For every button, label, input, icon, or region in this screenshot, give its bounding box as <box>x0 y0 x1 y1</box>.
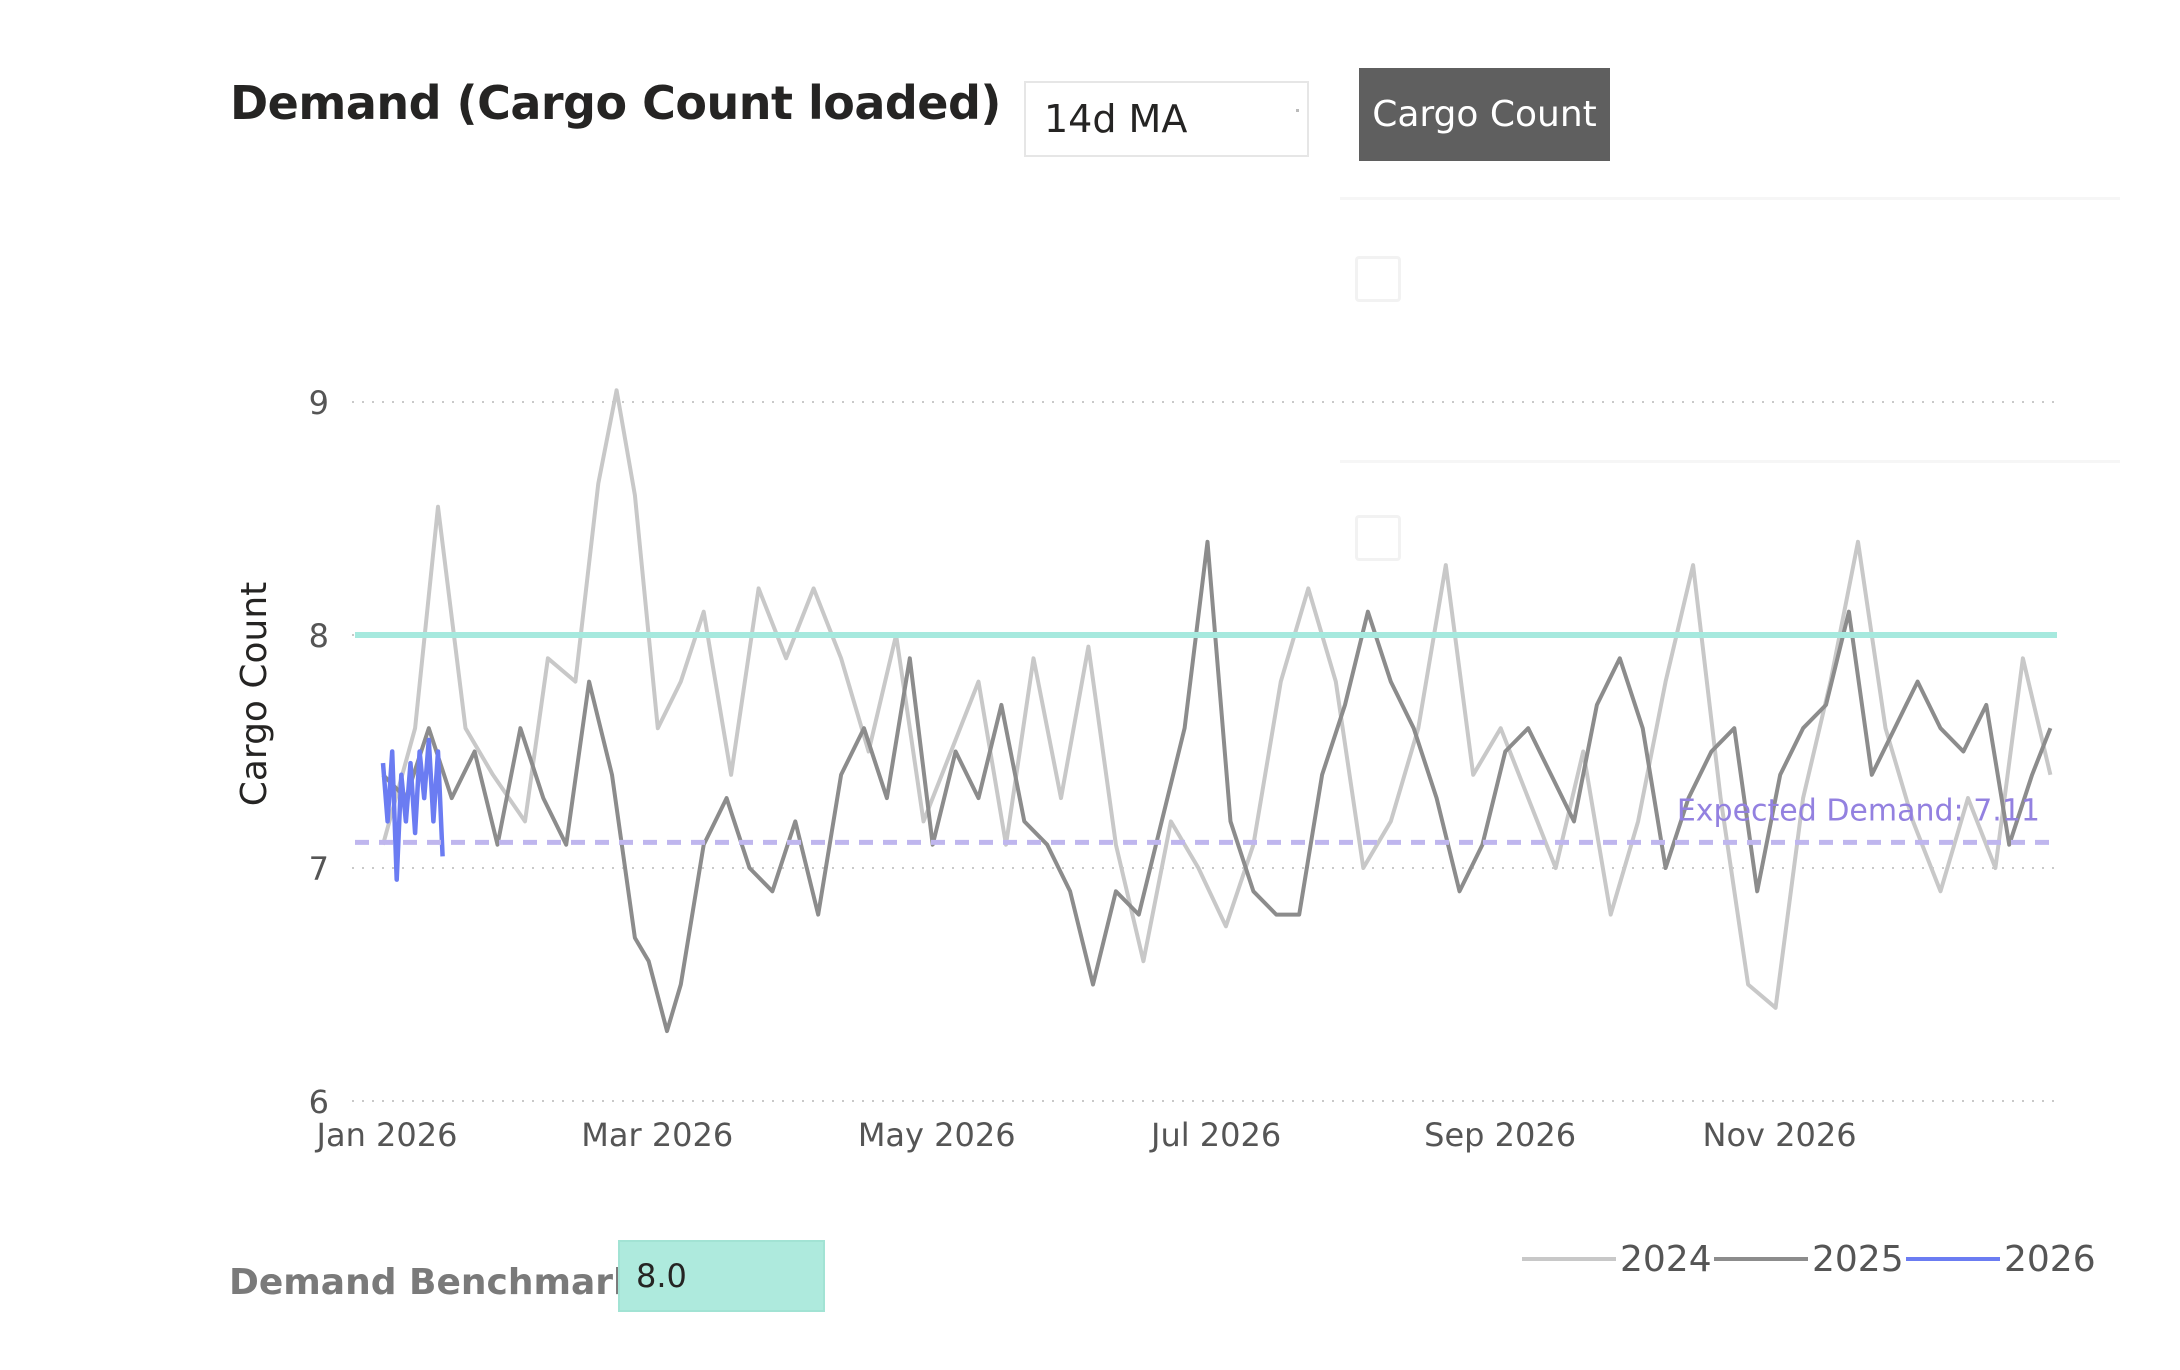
cargo-count-button[interactable]: Cargo Count <box>1359 68 1610 161</box>
y-tick-label: 9 <box>309 384 329 422</box>
expected-demand-label: Expected Demand: 7.11 <box>1677 793 2040 828</box>
legend-label-2025: 2025 <box>1812 1239 1904 1280</box>
x-tick-label: Sep 2026 <box>1424 1116 1576 1154</box>
series-layer <box>380 388 2053 1034</box>
x-tick-label: Jan 2026 <box>315 1116 458 1154</box>
moving-average-select[interactable]: 14d MA <box>1024 81 1309 157</box>
page-title: Demand (Cargo Count loaded) <box>230 76 1001 130</box>
demand-benchmark-label: Demand Benchmark: <box>229 1262 652 1303</box>
y-axis-label: Cargo Count <box>234 582 275 807</box>
reference-lines: Expected Demand: 7.11 <box>355 632 2057 845</box>
ghost-divider <box>1340 197 2120 200</box>
dropdown-caret-icon <box>1296 109 1299 112</box>
x-tick-label: Nov 2026 <box>1703 1116 1857 1154</box>
x-tick-label: Jul 2026 <box>1149 1116 1281 1154</box>
legend-label-2026: 2026 <box>2004 1239 2096 1280</box>
ghost-divider <box>1340 460 2120 463</box>
chart-legend: 2024 2025 2026 <box>1522 1239 2096 1280</box>
y-tick-label: 6 <box>309 1083 329 1121</box>
y-tick-label: 8 <box>309 617 329 655</box>
ghost-checkbox <box>1355 515 1401 561</box>
series-line-2026 <box>380 737 445 882</box>
y-tick-label: 7 <box>309 850 329 888</box>
x-tick-label: Mar 2026 <box>581 1116 733 1154</box>
x-tick-label: May 2026 <box>858 1116 1016 1154</box>
series-line-2024 <box>381 388 2053 1010</box>
series-line-2025 <box>381 539 2053 1034</box>
x-axis-ticks: Jan 2026 Mar 2026 May 2026 Jul 2026 Sep 2026… <box>315 1116 1857 1154</box>
ghost-checkbox <box>1355 256 1401 302</box>
demand-benchmark-input[interactable]: 8.0 <box>618 1240 825 1312</box>
y-axis-ticks: 6 7 8 9 <box>309 384 329 1121</box>
moving-average-value: 14d MA <box>1044 97 1188 141</box>
legend-label-2024: 2024 <box>1620 1239 1712 1280</box>
